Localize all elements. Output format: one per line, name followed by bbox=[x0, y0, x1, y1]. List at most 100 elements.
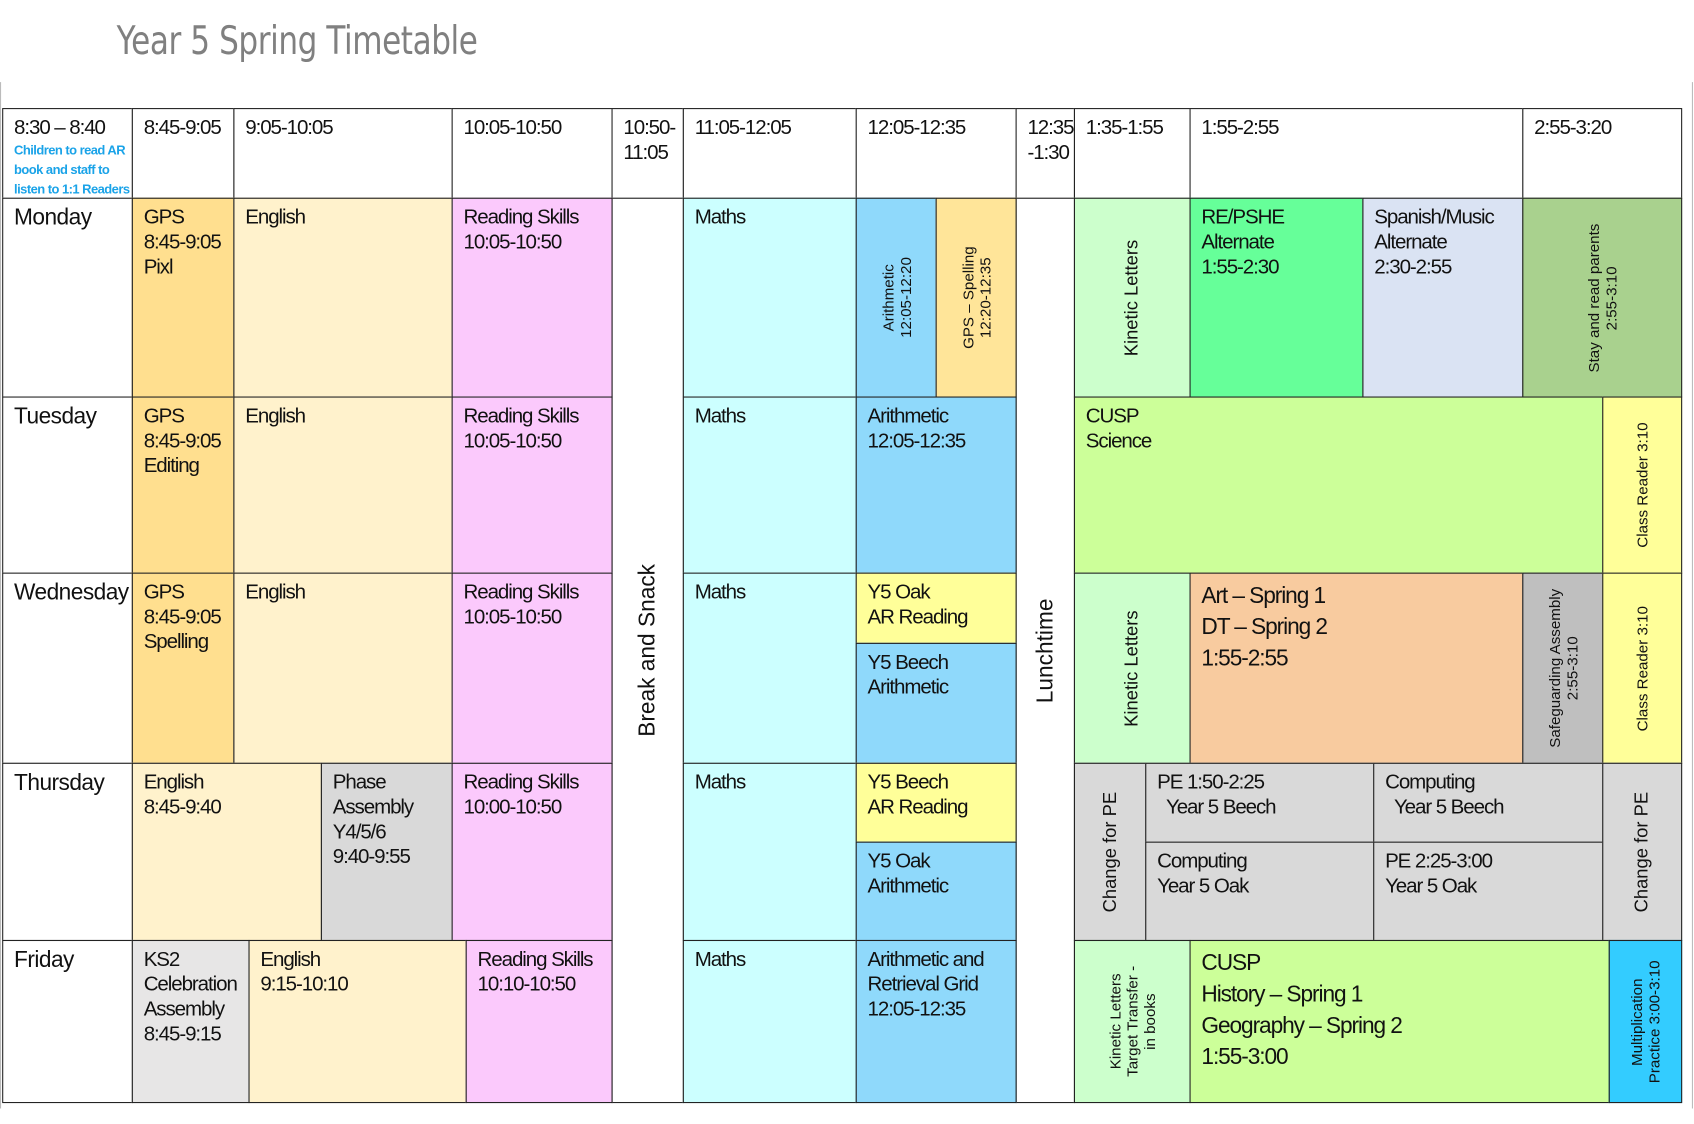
cell-text: Pixl bbox=[143, 256, 174, 279]
time-slot-header-h4: 10:50- 11:05 bbox=[611, 108, 684, 199]
vertical-label: Class Reader 3:10 bbox=[1634, 606, 1651, 731]
timetable-cell-tue-day: Tuesday bbox=[2, 396, 133, 574]
cell-text: Assembly bbox=[143, 998, 225, 1021]
timetable-cell-wed-beech: Y5 Beech Arithmetic bbox=[855, 642, 1017, 764]
cell-text: Computing bbox=[1157, 850, 1248, 873]
cell-text: 8:45-9:05 bbox=[143, 429, 222, 453]
cell-text: in books bbox=[1140, 993, 1159, 1050]
cell-text: Arithmetic bbox=[867, 875, 950, 898]
cell-text: Retrieval Grid bbox=[867, 973, 979, 997]
cell-text: 8:45-9:40 bbox=[143, 796, 222, 819]
cell-text: English bbox=[143, 771, 205, 795]
time-slot-header-h6: 12:05-12:35 bbox=[855, 108, 1017, 199]
cell-text: Year 5 Oak bbox=[1157, 875, 1249, 898]
timetable-cell-mon-arith: Arithmetic 12:05-12:20 bbox=[855, 197, 937, 398]
cell-text: Kinetic Letters bbox=[1121, 610, 1142, 727]
timetable-cell-tue-maths: Maths bbox=[682, 396, 857, 574]
cell-text: English bbox=[260, 948, 321, 972]
cell-text: Wednesday bbox=[14, 580, 129, 606]
vertical-label: Arithmetic 12:05-12:20 bbox=[879, 257, 914, 338]
timetable-cell-thu-maths: Maths bbox=[682, 762, 857, 942]
cell-text: 2:30-2:55 bbox=[1374, 256, 1452, 279]
cell-text: 8:45-9:05 bbox=[143, 606, 222, 629]
cell-text: 12:05-12:35 bbox=[867, 116, 967, 140]
timetable-cell-lunch: Lunchtime bbox=[1015, 197, 1075, 1104]
cell-text: 1:55-2:55 bbox=[1201, 116, 1279, 140]
vertical-label: GPS – Spelling 12:20-12:35 bbox=[959, 246, 994, 349]
vertical-label: Kinetic Letters Target Transfer - in books bbox=[1106, 966, 1158, 1077]
timetable-cell-wed-oak: Y5 Oak AR Reading bbox=[855, 572, 1017, 644]
cell-text: Class Reader 3:10 bbox=[1633, 605, 1651, 731]
cell-text: -1:30 bbox=[1027, 141, 1069, 165]
cell-text: 8:45-9:15 bbox=[143, 1023, 222, 1046]
timetable-cell-mon-re: RE/PSHE Alternate 1:55-2:30 bbox=[1189, 197, 1364, 398]
vertical-label: Kinetic Letters bbox=[1121, 610, 1143, 726]
reading-note-text: Children to read AR bbox=[14, 142, 126, 158]
cell-text: Arithmetic bbox=[878, 264, 897, 332]
timetable-cell-mon-spell: GPS – Spelling 12:20-12:35 bbox=[935, 197, 1017, 398]
time-slot-header-h7: 12:35 -1:30 bbox=[1015, 108, 1075, 199]
timetable-cell-tue-gps: GPS 8:45-9:05 Editing bbox=[131, 396, 235, 574]
vertical-label: Class Reader 3:10 bbox=[1634, 422, 1651, 547]
timetable-cell-thu-day: Thursday bbox=[2, 762, 133, 942]
vertical-label: Change for PE bbox=[1631, 792, 1653, 912]
cell-text: 10:50- bbox=[623, 116, 676, 140]
cell-text: Kinetic Letters bbox=[1106, 973, 1124, 1070]
cell-text: Geography – Spring 2 bbox=[1201, 1013, 1402, 1039]
timetable-cell-fri-ks2: KS2 Celebration Assembly 8:45-9:15 bbox=[131, 939, 250, 1104]
cell-text: 1:55-2:30 bbox=[1201, 256, 1279, 279]
cell-text: 1:35-1:55 bbox=[1085, 116, 1164, 140]
time-slot-header-h3: 10:05-10:50 bbox=[451, 108, 613, 199]
cell-text: Y5 Beech bbox=[867, 771, 949, 795]
cell-text: AR Reading bbox=[867, 606, 969, 629]
cell-text: Practice 3:00-3:10 bbox=[1645, 960, 1663, 1083]
timetable-cell-wed-maths: Maths bbox=[682, 572, 857, 764]
reading-note-text: listen to 1:1 Readers bbox=[14, 181, 130, 197]
timetable-cell-mon-spanish: Spanish/Music Alternate 2:30-2:55 bbox=[1362, 197, 1524, 398]
timetable-cell-thu-comp-beech: Computing Year 5 Beech bbox=[1373, 762, 1604, 843]
timetable-cell-fri-read: Reading Skills 10:10-10:50 bbox=[465, 939, 613, 1104]
cell-text: Maths bbox=[694, 581, 747, 604]
cell-text: Arithmetic and bbox=[867, 948, 985, 972]
cell-text: Monday bbox=[14, 205, 92, 231]
cell-text: GPS bbox=[143, 581, 185, 604]
cell-text: PE 1:50-2:25 bbox=[1157, 771, 1265, 795]
timetable-cell-wed-art: Art – Spring 1 DT – Spring 2 1:55-2:55 bbox=[1189, 572, 1524, 764]
timetable-cell-tue-cusp: CUSP Science bbox=[1073, 396, 1604, 574]
cell-text: PE 2:25-3:00 bbox=[1385, 850, 1493, 873]
timetable-cell-thu-pe-beech: PE 1:50-2:25 Year 5 Beech bbox=[1145, 762, 1375, 843]
cell-text: Spelling bbox=[143, 630, 209, 654]
cell-text: English bbox=[245, 581, 306, 604]
timetable-cell-tue-arith: Arithmetic 12:05-12:35 bbox=[855, 396, 1017, 574]
cell-text: Editing bbox=[143, 454, 200, 478]
cell-text: Y5 Beech bbox=[867, 651, 949, 675]
cell-text: Year 5 Beech bbox=[1157, 796, 1277, 819]
cell-text: Y5 Oak bbox=[867, 850, 931, 873]
time-slot-header-h2: 9:05-10:05 bbox=[233, 108, 453, 199]
timetable-cell-fri-kinetic: Kinetic Letters Target Transfer - in books bbox=[1073, 939, 1191, 1104]
timetable-cell-thu-beech: Y5 Beech AR Reading bbox=[855, 762, 1017, 843]
cell-text: History – Spring 1 bbox=[1201, 982, 1363, 1007]
cell-text: Thursday bbox=[14, 770, 105, 796]
vertical-label: Safeguarding Assembly 2:55-3:10 bbox=[1546, 589, 1581, 748]
timetable-cell-tue-eng: English bbox=[233, 396, 453, 574]
cell-text: RE/PSHE bbox=[1201, 206, 1285, 230]
vertical-label: Multiplication Practice 3:00-3:10 bbox=[1628, 960, 1663, 1083]
vertical-label: Change for PE bbox=[1099, 792, 1121, 912]
timetable-cell-wed-day: Wednesday bbox=[2, 572, 133, 764]
cell-text: GPS bbox=[143, 206, 185, 230]
timetable-cell-wed-gps: GPS 8:45-9:05 Spelling bbox=[131, 572, 235, 764]
cell-text: GPS bbox=[143, 405, 185, 428]
cell-text: DT – Spring 2 bbox=[1201, 614, 1328, 640]
time-slot-header-h9: 1:55-2:55 bbox=[1189, 108, 1524, 199]
cell-text: 11:05 bbox=[623, 141, 669, 165]
cell-text: 10:05-10:50 bbox=[463, 231, 562, 254]
cell-text: Stay and read parents bbox=[1584, 223, 1603, 373]
timetable-cell-mon-stay: Stay and read parents 2:55-3:10 bbox=[1522, 197, 1683, 398]
cell-text: AR Reading bbox=[867, 796, 969, 819]
cell-text: Year 5 Oak bbox=[1385, 875, 1477, 898]
vertical-label: Break and Snack bbox=[635, 564, 661, 737]
cell-text: Year 5 Beech bbox=[1385, 796, 1505, 819]
cell-text: Break and Snack bbox=[634, 564, 660, 737]
